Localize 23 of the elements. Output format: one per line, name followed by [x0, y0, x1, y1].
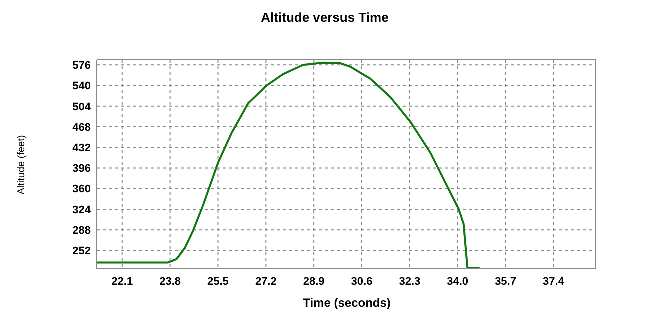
- y-tick-label: 396: [72, 163, 91, 176]
- x-tick-label: 34.0: [447, 276, 469, 288]
- x-axis-title: Time (seconds): [302, 296, 392, 310]
- x-tick-label: 25.5: [208, 276, 229, 288]
- x-tick-label: 27.2: [255, 276, 277, 288]
- y-tick-label: 540: [72, 80, 91, 93]
- x-tick-label: 32.3: [399, 276, 421, 288]
- y-tick-label: 468: [72, 122, 91, 134]
- y-tick-label: 360: [72, 184, 91, 196]
- x-tick-label: 37.4: [543, 276, 566, 288]
- x-tick-label: 35.7: [495, 276, 516, 288]
- chart-title: Altitude versus Time: [260, 10, 390, 25]
- y-tick-label: 324: [72, 204, 92, 216]
- y-tick-label: 432: [72, 142, 91, 155]
- y-axis-title: Altitude (feet): [16, 135, 28, 195]
- y-tick-label: 504: [72, 101, 92, 114]
- x-tick-label: 22.1: [112, 276, 134, 288]
- y-tick-label: 288: [72, 224, 91, 237]
- x-tick-label: 23.8: [160, 276, 182, 288]
- y-tick-label: 252: [72, 246, 91, 258]
- y-tick-label: 576: [72, 60, 91, 72]
- x-tick-label: 30.6: [351, 276, 373, 288]
- x-tick-label: 28.9: [303, 276, 325, 288]
